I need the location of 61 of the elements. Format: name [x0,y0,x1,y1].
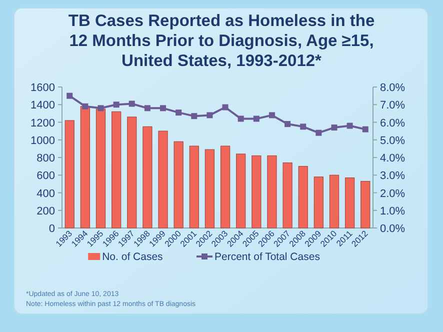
y-tick-label: 600 [36,170,55,182]
point [331,124,338,131]
bar [220,146,230,228]
bar [360,180,370,228]
bar [96,108,106,228]
text: No. of Cases [102,251,163,263]
point [300,124,306,130]
bar [174,141,184,228]
y-tick-label: 0 [48,223,55,235]
point [284,121,291,128]
y2-tick-label: 0.0% [380,223,406,235]
y-tick-label: 1000 [30,134,55,147]
legend-label: Percent of Total Cases [214,251,320,263]
bar [344,177,355,228]
point [160,105,166,112]
bar [204,149,215,228]
bar [252,155,262,228]
point [206,112,213,118]
point [144,105,150,112]
y2-tick-label: 1.0% [380,205,406,218]
point [66,92,73,99]
point [253,116,260,122]
y-tick-label: 400 [36,188,55,200]
point [128,100,135,107]
y-tick-label: 1200 [30,117,55,130]
point [176,110,182,116]
bar [64,120,74,228]
y2-tick-label: 3.0% [380,170,406,182]
bar [329,174,340,228]
bar [158,130,168,228]
point [113,102,120,108]
point [316,130,322,136]
point [222,104,228,110]
bar [267,155,277,228]
bar [314,176,324,228]
y-tick-label: 200 [36,205,55,218]
bar [142,126,152,228]
y-tick-label: 1600 [30,82,55,94]
bar [298,166,308,228]
y2-tick-label: 2.0% [380,188,406,200]
y-tick-label: 1400 [30,100,55,112]
y2-tick-label: 5.0% [380,134,406,147]
y2-tick-label: 6.0% [380,117,406,130]
bar [127,116,137,228]
bar [236,154,246,228]
y2-tick-label: 4.0% [380,152,406,164]
bar [282,162,292,228]
point [268,112,275,118]
point [362,126,368,132]
y2-tick-label: 7.0% [380,100,406,112]
point [82,103,88,110]
bar [189,146,199,228]
point [346,122,353,129]
bar [80,106,90,228]
chart-title: TB Cases Reported as Homeless in the 12 Months Prior to Diagnosis, Age ≥15, United States, 1993-2012* [68,12,375,70]
y2-tick-label: 8.0% [380,82,406,94]
bar [112,111,122,228]
point [238,116,244,122]
point [98,105,104,112]
point [191,113,198,120]
y-tick-label: 800 [36,152,55,164]
